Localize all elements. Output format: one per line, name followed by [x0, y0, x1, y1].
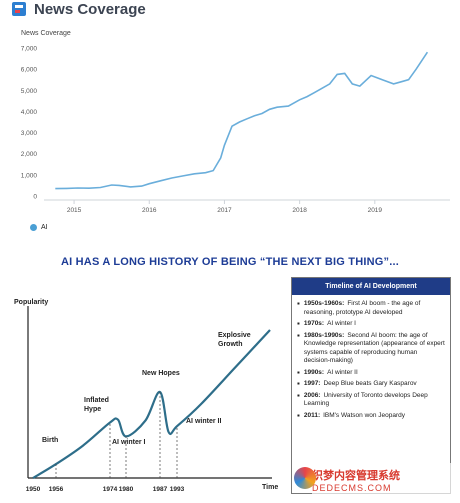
timeline-list: ▪ 1950s-1960s: First AI boom - the age of … [292, 295, 450, 420]
y-tick-label: 2,000 [21, 151, 38, 158]
page-title: News Coverage [34, 0, 146, 18]
timeline-item: ▪ 1970s: AI winter I [297, 319, 445, 329]
timeline-year: 2006: [303, 391, 321, 399]
curve-annotation: AI winter I [112, 439, 146, 446]
header: News Coverage [12, 0, 146, 18]
curve-annotation: Explosive Growth [218, 332, 251, 348]
timeline-year: 1950s-1960s: [303, 300, 345, 307]
timeline-text: 1950s-1960s: First AI boom - the age of r… [304, 300, 445, 317]
x-tick-label: 2018 [292, 207, 307, 214]
y-tick-label: 5,000 [21, 88, 38, 95]
timeline-item: ▪ 1980s-1990s: Second AI boom: the age of … [297, 330, 445, 366]
news-logo-icon [12, 2, 26, 16]
y-tick-label: 7,000 [21, 46, 38, 53]
bullet-icon: ▪ [297, 299, 300, 308]
bullet-icon: ▪ [297, 379, 300, 388]
y-tick-label: 4,000 [21, 109, 38, 116]
x-tick-label: 1956 [49, 486, 64, 493]
timeline-year: 1997: [303, 380, 321, 387]
y-tick-label: 3,000 [21, 130, 38, 137]
y-tick-label: 0 [33, 194, 37, 201]
timeline-description: AI winter II [327, 368, 358, 376]
curve-annotation: Inflated Hype [84, 397, 109, 413]
timeline-description: Second AI boom: the age of Knowledge rep… [303, 331, 445, 365]
series-line-ai[interactable] [55, 51, 429, 190]
chart-legend[interactable]: AI [30, 224, 48, 231]
timeline-text: 1970s: AI winter I [304, 320, 356, 329]
x-tick-label: 1987 [153, 486, 168, 493]
timeline-item: ▪ 2006: University of Toronto develops Dee… [297, 390, 445, 409]
timeline-box: Timeline of AI Development ▪ 1950s-1960s:… [291, 277, 451, 494]
x-tick-label: 2016 [142, 207, 157, 214]
timeline-description: AI winter I [327, 320, 356, 327]
x-axis-label: Time [262, 484, 278, 491]
legend-dot-icon [30, 224, 37, 231]
curve-annotation: New Hopes [142, 370, 180, 377]
x-tick-label: 1950 [26, 486, 41, 493]
x-tick-label: 1974 [103, 486, 118, 493]
x-tick-label: 2019 [368, 207, 383, 214]
curve-annotation: Birth [42, 437, 58, 444]
timeline-year: 1970s: [303, 320, 325, 327]
timeline-text: 1997: Deep Blue beats Gary Kasparov [304, 380, 417, 389]
watermark: 织梦内容管理系统 DEDECMS.COM [294, 463, 456, 497]
timeline-description: IBM's Watson won Jeopardy [323, 411, 406, 419]
curve-annotation: AI winter II [186, 418, 221, 425]
y-tick-label: 1,000 [21, 172, 38, 179]
x-tick-label: 2015 [67, 207, 82, 214]
bullet-icon: ▪ [297, 410, 300, 420]
bullet-icon: ▪ [297, 390, 300, 400]
timeline-text: 1990s: AI winter II [304, 369, 358, 378]
timeline-text: 2006: University of Toronto develops Deep… [304, 392, 445, 409]
hype-curve[interactable] [32, 329, 271, 479]
timeline-year: 2011: [303, 411, 321, 419]
timeline-text: 2011: IBM's Watson won Jeopardy [304, 412, 405, 421]
bullet-icon: ▪ [297, 367, 300, 377]
watermark-line2: DEDECMS.COM [312, 483, 392, 493]
timeline-item: ▪ 1950s-1960s: First AI boom - the age of … [297, 299, 445, 317]
hype-headline: AI HAS A LONG HISTORY OF BEING “THE NEXT… [61, 256, 399, 268]
bullet-icon: ▪ [297, 319, 300, 328]
news-coverage-chart: 0 1,000 2,000 3,000 4,000 5,000 6,000 7,000 2015… [21, 46, 450, 214]
timeline-item: ▪ 1990s: AI winter II [297, 367, 445, 378]
watermark-line1: 织梦内容管理系统 [312, 470, 400, 482]
y-tick-label: 6,000 [21, 67, 38, 74]
y-axis-label: Popularity [14, 299, 48, 306]
timeline-description: University of Toronto develops Deep Lear… [303, 391, 428, 408]
timeline-item: ▪ 2011: IBM's Watson won Jeopardy [297, 410, 445, 421]
timeline-year: 1980s-1990s: [303, 331, 345, 339]
watermark-logo-icon [294, 467, 316, 489]
chart-subtitle: News Coverage [21, 30, 71, 37]
timeline-description: Deep Blue beats Gary Kasparov [323, 380, 417, 387]
bullet-icon: ▪ [297, 330, 300, 340]
timeline-text: 1980s-1990s: Second AI boom: the age of K… [304, 332, 445, 366]
legend-label: AI [41, 224, 48, 231]
x-tick-label: 2017 [217, 207, 232, 214]
x-tick-label: 1980 [119, 486, 134, 493]
timeline-description: First AI boom - the age of reasoning, pr… [303, 300, 421, 316]
timeline-year: 1990s: [303, 368, 325, 376]
timeline-item: ▪ 1997: Deep Blue beats Gary Kasparov [297, 379, 445, 389]
x-tick-label: 1993 [170, 486, 185, 493]
timeline-heading: Timeline of AI Development [292, 278, 450, 295]
